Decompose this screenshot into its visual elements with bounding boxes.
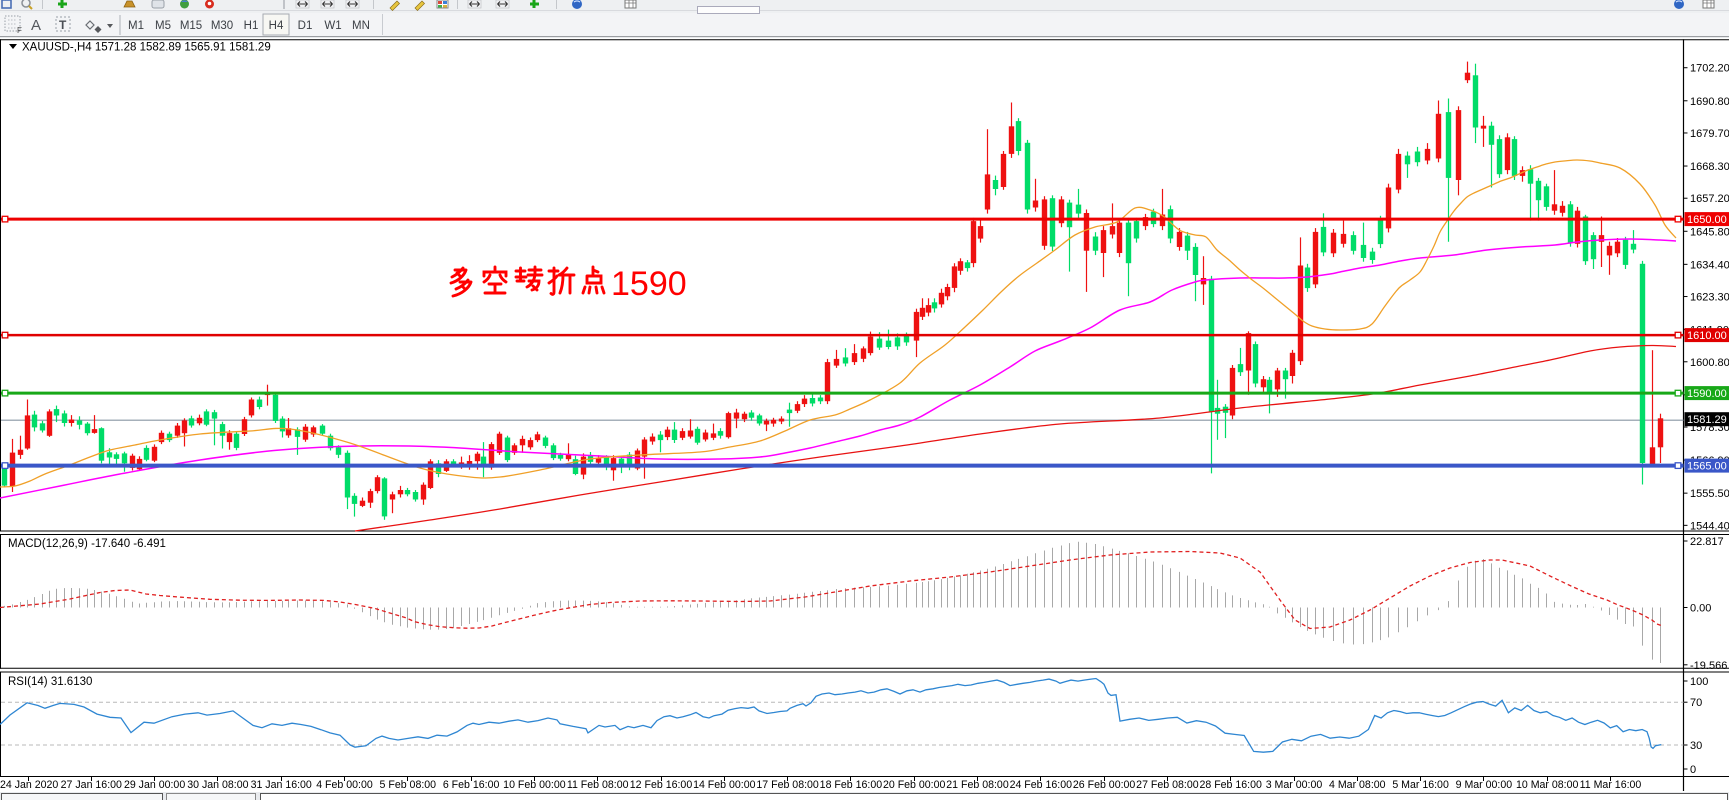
svg-text:30 Jan 08:00: 30 Jan 08:00 — [187, 779, 248, 791]
svg-text:0: 0 — [1690, 764, 1696, 776]
svg-text:RSI(14) 31.6130: RSI(14) 31.6130 — [8, 676, 92, 688]
svg-text:1610.00: 1610.00 — [1687, 330, 1727, 342]
svg-text:1690.80: 1690.80 — [1690, 96, 1729, 108]
svg-text:1668.30: 1668.30 — [1690, 161, 1729, 173]
svg-text:W1: W1 — [324, 20, 341, 32]
svg-text:24 Feb 16:00: 24 Feb 16:00 — [1010, 779, 1073, 791]
svg-text:26 Feb 00:00: 26 Feb 00:00 — [1073, 779, 1136, 791]
svg-text:22.817: 22.817 — [1690, 536, 1724, 548]
svg-text:31 Jan 16:00: 31 Jan 16:00 — [251, 779, 312, 791]
svg-text:1600.80: 1600.80 — [1690, 357, 1729, 369]
svg-text:11 Feb 08:00: 11 Feb 08:00 — [567, 779, 629, 791]
svg-text:1702.20: 1702.20 — [1690, 63, 1729, 75]
svg-text:12 Feb 16:00: 12 Feb 16:00 — [630, 779, 693, 791]
svg-text:24 Jan 2020: 24 Jan 2020 — [0, 779, 58, 791]
svg-text:1650.00: 1650.00 — [1687, 214, 1727, 226]
svg-text:14 Feb 00:00: 14 Feb 00:00 — [693, 779, 756, 791]
svg-text:27 Feb 08:00: 27 Feb 08:00 — [1136, 779, 1199, 791]
svg-text:T: T — [59, 18, 67, 32]
svg-text:10 Feb 00:00: 10 Feb 00:00 — [503, 779, 566, 791]
svg-text:1544.40: 1544.40 — [1690, 520, 1729, 532]
svg-text:30: 30 — [1690, 740, 1702, 752]
svg-text:A: A — [31, 17, 41, 34]
svg-text:17 Feb 08:00: 17 Feb 08:00 — [756, 779, 819, 791]
svg-text:20 Feb 00:00: 20 Feb 00:00 — [883, 779, 946, 791]
svg-text:-19.566: -19.566 — [1690, 660, 1727, 672]
svg-text:1657.20: 1657.20 — [1690, 193, 1729, 205]
svg-text:5 Feb 08:00: 5 Feb 08:00 — [380, 779, 437, 791]
svg-text:1590.00: 1590.00 — [1687, 388, 1727, 400]
svg-text:M15: M15 — [180, 20, 202, 32]
svg-text:29 Jan 00:00: 29 Jan 00:00 — [124, 779, 185, 791]
svg-text:1555.50: 1555.50 — [1690, 488, 1729, 500]
svg-text:0.00: 0.00 — [1690, 603, 1711, 615]
svg-text:1565.00: 1565.00 — [1687, 461, 1727, 473]
svg-text:1679.70: 1679.70 — [1690, 128, 1729, 140]
svg-text:1581.29: 1581.29 — [1687, 414, 1727, 426]
svg-text:H1: H1 — [244, 20, 259, 32]
svg-text:M30: M30 — [211, 20, 233, 32]
svg-text:18 Feb 16:00: 18 Feb 16:00 — [820, 779, 883, 791]
svg-text:10 Mar 08:00: 10 Mar 08:00 — [1516, 779, 1579, 791]
svg-text:4 Feb 00:00: 4 Feb 00:00 — [316, 779, 373, 791]
svg-text:M5: M5 — [155, 20, 171, 32]
svg-text:4 Mar 08:00: 4 Mar 08:00 — [1329, 779, 1386, 791]
svg-text:9 Mar 00:00: 9 Mar 00:00 — [1456, 779, 1513, 791]
svg-text:100: 100 — [1690, 676, 1708, 688]
svg-text:XAUUSD-,H4 1571.28 1582.89 15: XAUUSD-,H4 1571.28 1582.89 1565.91 1581.… — [22, 42, 271, 54]
svg-text:6 Feb 16:00: 6 Feb 16:00 — [443, 779, 500, 791]
svg-text:D1: D1 — [298, 20, 313, 32]
svg-text:1590: 1590 — [611, 265, 687, 303]
svg-text:5 Mar 16:00: 5 Mar 16:00 — [1392, 779, 1449, 791]
svg-text:11 Mar 16:00: 11 Mar 16:00 — [1580, 779, 1642, 791]
svg-text:F: F — [17, 26, 22, 35]
svg-text:70: 70 — [1690, 697, 1702, 709]
svg-text:MN: MN — [352, 20, 370, 32]
svg-text:1645.80: 1645.80 — [1690, 226, 1729, 238]
svg-text:3 Mar 00:00: 3 Mar 00:00 — [1266, 779, 1323, 791]
svg-text:1634.40: 1634.40 — [1690, 259, 1729, 271]
svg-text:1623.30: 1623.30 — [1690, 292, 1729, 304]
svg-text:M1: M1 — [128, 20, 144, 32]
svg-text:27 Jan 16:00: 27 Jan 16:00 — [61, 779, 122, 791]
svg-text:28 Feb 16:00: 28 Feb 16:00 — [1199, 779, 1262, 791]
svg-text:21 Feb 08:00: 21 Feb 08:00 — [946, 779, 1009, 791]
svg-text:MACD(12,26,9) -17.640 -6.491: MACD(12,26,9) -17.640 -6.491 — [8, 538, 166, 550]
svg-text:H4: H4 — [269, 20, 284, 32]
